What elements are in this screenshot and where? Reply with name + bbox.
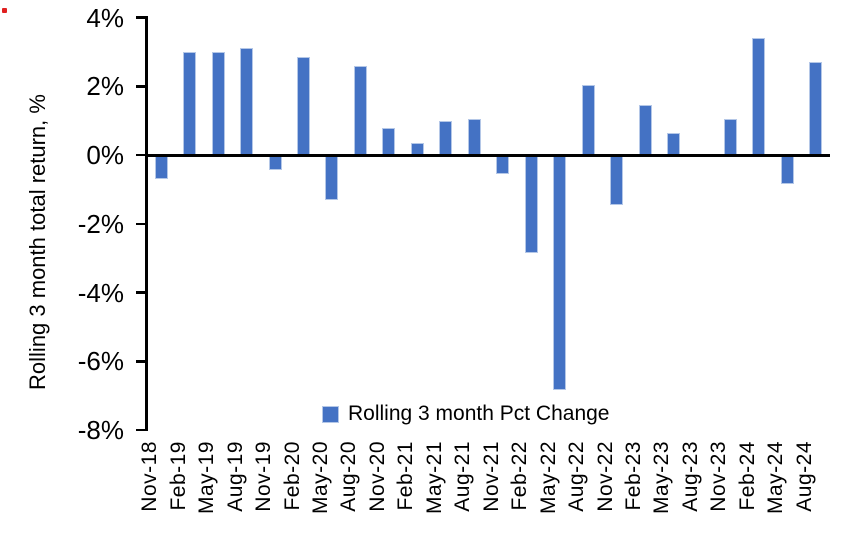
bar — [496, 155, 510, 174]
y-tick-mark — [136, 428, 145, 432]
zero-axis-line — [145, 153, 830, 157]
y-tick-label: 2% — [86, 71, 124, 102]
x-tick-label: Aug-24 — [792, 441, 816, 512]
x-tick-label: Feb-21 — [394, 441, 418, 511]
bar — [382, 127, 396, 155]
bar — [183, 51, 197, 155]
bar — [524, 155, 538, 253]
bar — [752, 38, 766, 155]
y-tick-label: -2% — [77, 208, 124, 239]
x-tick-label: Feb-23 — [622, 441, 646, 511]
y-tick-mark — [136, 153, 145, 157]
x-tick-label: Nov-20 — [365, 441, 389, 512]
x-tick-label: Nov-19 — [252, 441, 276, 512]
x-tick-label: Feb-20 — [280, 441, 304, 511]
x-tick-label: Feb-24 — [735, 441, 759, 511]
y-tick-label: -4% — [77, 277, 124, 308]
bar — [268, 155, 282, 171]
red-dot-artifact — [2, 8, 7, 13]
x-tick-label: May-20 — [308, 441, 332, 515]
bar — [610, 155, 624, 205]
y-tick-label: 0% — [86, 140, 124, 170]
bar — [553, 155, 567, 391]
bar — [154, 155, 168, 180]
y-tick-mark — [136, 360, 145, 363]
bar — [325, 155, 339, 200]
x-tick-label: Aug-21 — [451, 441, 475, 512]
x-tick-label: May-23 — [650, 441, 674, 515]
bar — [581, 84, 595, 155]
y-tick-mark — [136, 222, 145, 225]
bar — [780, 155, 794, 185]
y-tick-label: -6% — [77, 346, 124, 377]
legend: Rolling 3 month Pct Change — [322, 402, 610, 426]
bar — [297, 57, 311, 155]
legend-swatch-icon — [322, 405, 339, 423]
bar — [638, 105, 652, 155]
y-tick-label: -8% — [77, 415, 124, 445]
legend-label: Rolling 3 month Pct Change — [348, 402, 610, 425]
x-tick-label: Nov-22 — [593, 441, 617, 512]
x-tick-label: Aug-20 — [337, 441, 361, 512]
x-tick-label: May-22 — [536, 441, 560, 515]
bar — [666, 132, 680, 155]
bar — [211, 51, 225, 155]
bar — [467, 118, 481, 155]
x-tick-label: May-19 — [195, 441, 219, 515]
bar — [439, 120, 453, 155]
y-tick-mark — [136, 291, 145, 294]
y-tick-mark — [136, 85, 145, 88]
x-tick-label: May-24 — [764, 441, 788, 515]
x-tick-label: Nov-21 — [479, 441, 503, 512]
x-tick-label: Feb-19 — [166, 441, 190, 511]
bar — [809, 62, 823, 155]
x-tick-label: Nov-23 — [707, 441, 731, 512]
x-tick-label: Nov-18 — [138, 441, 162, 512]
bar — [723, 118, 737, 155]
y-tick-label: 4% — [86, 2, 124, 33]
x-tick-label: Aug-22 — [565, 441, 589, 512]
bar — [240, 48, 254, 155]
x-tick-label: May-21 — [422, 441, 446, 515]
x-tick-label: Aug-19 — [223, 441, 247, 512]
x-tick-label: Feb-22 — [508, 441, 532, 511]
bar — [353, 65, 367, 155]
y-axis-line — [145, 16, 148, 431]
y-tick-mark — [136, 16, 145, 19]
x-tick-label: Aug-23 — [678, 441, 702, 512]
